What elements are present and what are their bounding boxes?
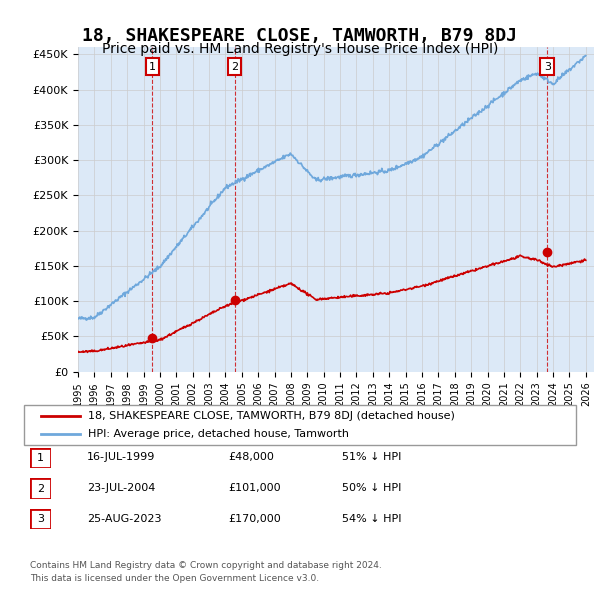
Text: 3: 3	[37, 514, 44, 524]
Text: 3: 3	[544, 62, 551, 71]
Text: 1: 1	[37, 453, 44, 463]
Text: 23-JUL-2004: 23-JUL-2004	[87, 483, 155, 493]
Text: 18, SHAKESPEARE CLOSE, TAMWORTH, B79 8DJ (detached house): 18, SHAKESPEARE CLOSE, TAMWORTH, B79 8DJ…	[88, 411, 455, 421]
Text: 1: 1	[149, 62, 156, 71]
Text: 54% ↓ HPI: 54% ↓ HPI	[342, 514, 401, 523]
Text: £170,000: £170,000	[228, 514, 281, 523]
Text: £101,000: £101,000	[228, 483, 281, 493]
Text: 2: 2	[231, 62, 238, 71]
Text: 2: 2	[37, 484, 44, 493]
FancyBboxPatch shape	[30, 509, 51, 529]
Text: HPI: Average price, detached house, Tamworth: HPI: Average price, detached house, Tamw…	[88, 429, 349, 439]
FancyBboxPatch shape	[30, 448, 51, 468]
Text: £48,000: £48,000	[228, 453, 274, 462]
Text: Price paid vs. HM Land Registry's House Price Index (HPI): Price paid vs. HM Land Registry's House …	[102, 42, 498, 57]
Text: 50% ↓ HPI: 50% ↓ HPI	[342, 483, 401, 493]
Text: 16-JUL-1999: 16-JUL-1999	[87, 453, 155, 462]
FancyBboxPatch shape	[30, 478, 51, 499]
FancyBboxPatch shape	[25, 405, 577, 445]
Text: 51% ↓ HPI: 51% ↓ HPI	[342, 453, 401, 462]
Text: 18, SHAKESPEARE CLOSE, TAMWORTH, B79 8DJ: 18, SHAKESPEARE CLOSE, TAMWORTH, B79 8DJ	[83, 27, 517, 45]
Text: Contains HM Land Registry data © Crown copyright and database right 2024.
This d: Contains HM Land Registry data © Crown c…	[30, 562, 382, 583]
Text: 25-AUG-2023: 25-AUG-2023	[87, 514, 161, 523]
